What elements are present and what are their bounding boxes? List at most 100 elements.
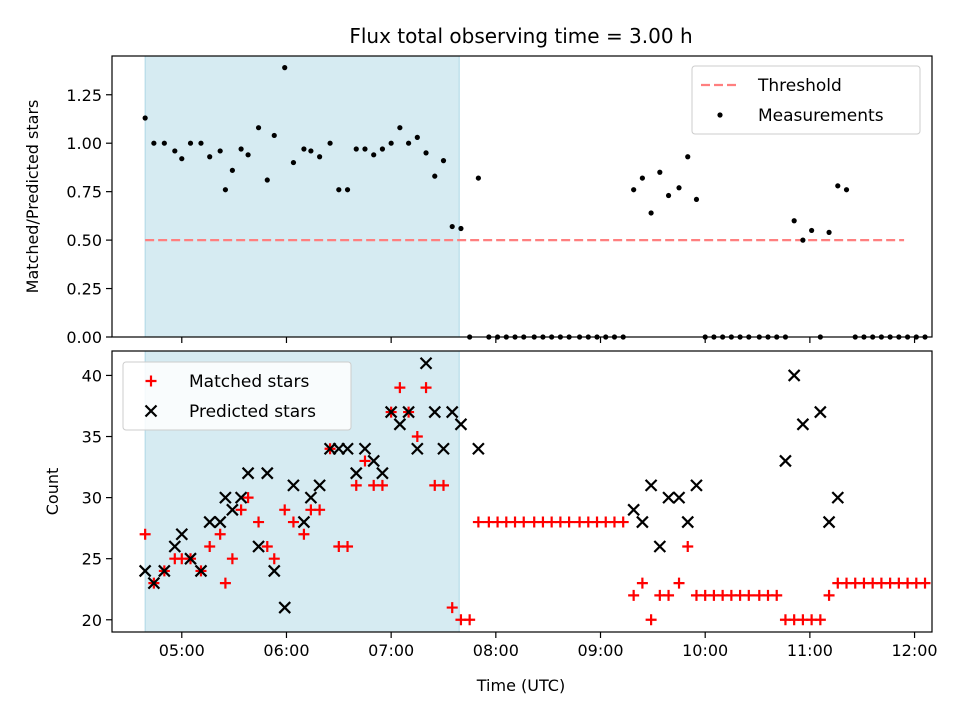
top-legend-label-1: Measurements — [758, 106, 884, 126]
bottom-series-1-point-30 — [402, 405, 415, 419]
top-series-0-point-12 — [245, 152, 251, 158]
series-bottom-1 — [138, 356, 845, 614]
bottom-series-1-point-33 — [428, 405, 442, 419]
top-series-0-point-7 — [207, 154, 213, 160]
panel-bottom: 20 25 30 35 40 05:00 06:00 07:00 08:00 09:00 10:00… — [43, 350, 938, 660]
bottom-series-1-point-11 — [234, 491, 248, 504]
bottom-series-1-point-50 — [822, 515, 836, 529]
top-series-0-point-26 — [371, 152, 377, 158]
bottom-series-1-point-51 — [831, 491, 845, 504]
bottom-series-0-point-31 — [411, 431, 423, 443]
bottom-legend-label-0: Matched stars — [189, 372, 309, 392]
top-series-0-point-61 — [685, 154, 691, 160]
x-tick-label-3: 08:00 — [473, 641, 519, 660]
top-series-0-point-33 — [432, 173, 438, 179]
bottom-series-0-point-16 — [279, 504, 291, 516]
bottom-series-0-point-76 — [814, 614, 826, 626]
top-series-0-point-19 — [308, 148, 314, 154]
bottom-series-1-point-42 — [662, 491, 675, 504]
bottom-series-0-point-18 — [298, 528, 310, 540]
bottom-series-1-point-17 — [287, 479, 300, 492]
top-series-0-point-5 — [187, 140, 194, 146]
bottom-series-1-point-31 — [411, 442, 424, 456]
bottom-series-1-point-37 — [472, 442, 485, 456]
bottom-series-0-point-27 — [376, 479, 388, 491]
top-series-0-point-32 — [423, 150, 429, 156]
bottom-series-1-point-47 — [787, 369, 801, 382]
bottom-series-0-point-14 — [261, 540, 273, 552]
bottom-series-1-point-0 — [138, 564, 152, 578]
top-series-0-point-36 — [458, 225, 464, 232]
bottom-series-0-point-60 — [673, 577, 685, 589]
bottom-series-1-point-6 — [194, 564, 208, 578]
bottom-series-1-point-1 — [147, 576, 161, 590]
bottom-series-1-point-19 — [304, 491, 318, 504]
x-tick-label-7: 12:00 — [891, 641, 937, 660]
top-y-tick-label-1: 0.25 — [66, 280, 102, 299]
bottom-series-0-point-38 — [472, 516, 484, 528]
top-y-tick-label-4: 1.00 — [66, 134, 102, 153]
top-y-axis-label: Matched/Predicted stars — [23, 100, 42, 294]
bottom-legend-label-1: Predicted stars — [189, 402, 316, 422]
bottom-series-1-point-41 — [653, 540, 667, 553]
top-legend-box — [691, 65, 921, 135]
bottom-series-1-point-36 — [454, 418, 468, 431]
top-series-0-point-9 — [222, 187, 229, 193]
bottom-series-0-point-9 — [219, 577, 231, 589]
bottom-series-0-point-11 — [235, 504, 247, 516]
bottom-series-0-point-12 — [242, 492, 254, 504]
bottom-series-1-point-3 — [168, 540, 182, 553]
bottom-series-1-point-18 — [297, 515, 311, 529]
bottom-series-1-point-2 — [158, 564, 171, 578]
bottom-series-1-point-48 — [796, 418, 810, 431]
bottom-series-0-point-59 — [663, 589, 675, 601]
top-series-0-point-60 — [676, 185, 682, 191]
top-y-tick-label-5: 1.25 — [66, 86, 102, 105]
bottom-series-1-point-26 — [367, 454, 380, 468]
bottom-series-0-point-20 — [314, 504, 326, 516]
bottom-series-1-point-16 — [278, 601, 292, 614]
bottom-series-0-point-56 — [636, 577, 648, 589]
bottom-series-0-point-88 — [919, 577, 931, 589]
bottom-y-axis-label: Count — [43, 468, 62, 516]
bottom-series-1-point-29 — [393, 418, 407, 431]
bottom-series-1-point-7 — [203, 515, 216, 529]
bottom-series-0-point-61 — [682, 540, 694, 552]
bottom-series-1-point-15 — [267, 564, 281, 578]
bottom-series-1-point-45 — [690, 479, 703, 492]
bottom-series-0-point-23 — [342, 540, 354, 552]
bottom-series-0-point-43 — [518, 516, 530, 528]
top-series-0-point-28 — [388, 140, 394, 146]
top-y-tick-label-3: 0.75 — [66, 183, 102, 202]
bottom-series-0-point-8 — [214, 528, 226, 540]
top-y-tick-label-0: 0.00 — [66, 328, 102, 347]
top-series-0-point-25 — [362, 146, 368, 152]
top-axes-frame — [111, 55, 933, 338]
bottom-series-0-point-25 — [359, 455, 371, 467]
bottom-series-1-point-38 — [627, 503, 640, 517]
bottom-series-1-point-9 — [219, 491, 232, 504]
top-series-0-point-0 — [142, 115, 148, 121]
top-series-0-point-34 — [440, 158, 447, 164]
top-series-0-point-30 — [405, 140, 412, 146]
top-legend-key-1 — [717, 112, 723, 118]
top-series-0-point-73 — [791, 218, 797, 224]
bottom-y-tick-label-4: 40 — [82, 366, 102, 385]
bottom-series-1-point-13 — [252, 540, 265, 553]
bottom-y-tick-label-0: 20 — [82, 611, 102, 630]
top-series-0-point-78 — [835, 183, 841, 189]
bottom-series-0-point-15 — [268, 553, 280, 565]
top-series-0-point-16 — [282, 65, 288, 71]
x-axis-label: Time (UTC) — [476, 676, 565, 695]
bottom-series-0-point-17 — [287, 516, 299, 528]
x-tick-label-5: 10:00 — [682, 641, 728, 660]
top-series-0-point-17 — [290, 159, 297, 166]
top-series-0-point-58 — [657, 169, 663, 175]
bottom-series-0-point-55 — [628, 589, 640, 601]
bottom-series-1-point-14 — [260, 466, 274, 480]
bottom-series-1-point-49 — [814, 405, 827, 419]
top-series-0-point-18 — [301, 146, 307, 152]
bottom-series-1-point-40 — [644, 479, 658, 492]
x-tick-label-4: 09:00 — [577, 641, 623, 660]
bottom-series-1-point-8 — [213, 515, 227, 529]
